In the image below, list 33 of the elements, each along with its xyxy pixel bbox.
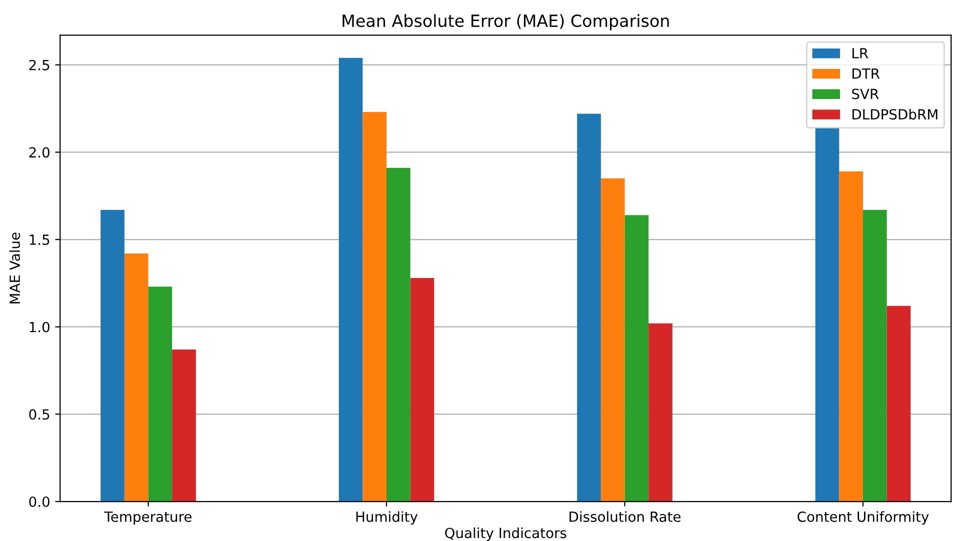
bar <box>839 171 863 502</box>
chart-title: Mean Absolute Error (MAE) Comparison <box>342 14 669 30</box>
y-tick-label: 2.0 <box>29 147 50 158</box>
y-tick-label: 1.0 <box>30 322 50 332</box>
x-tick-label: Humidity <box>356 511 418 525</box>
bar <box>886 306 911 502</box>
bar <box>600 178 625 502</box>
y-tick-label: 1.5 <box>30 234 50 245</box>
bar <box>386 168 410 502</box>
bar <box>862 210 887 502</box>
y-tick-label: 0.0 <box>29 496 50 507</box>
y-tick-label: 0.5 <box>29 409 50 420</box>
legend-label: DTR <box>852 68 880 79</box>
bar <box>338 58 363 502</box>
x-tick-label: Temperature <box>104 512 192 525</box>
bar <box>410 278 434 502</box>
y-axis-title: MAE Value <box>9 232 20 304</box>
bar <box>172 350 196 502</box>
bar <box>124 253 148 502</box>
bar <box>148 286 172 502</box>
x-axis-title: Quality Indicators <box>445 527 566 541</box>
legend-label: DLDPSDbRM <box>852 108 938 120</box>
bar <box>362 112 386 502</box>
legend-label: LR <box>852 48 868 58</box>
bar <box>577 114 601 502</box>
legend-label: SVR <box>852 88 879 100</box>
bar <box>815 128 840 502</box>
y-tick-label: 2.5 <box>29 60 50 70</box>
bar <box>100 210 124 502</box>
bar <box>648 323 672 502</box>
x-tick-label: Content Uniformity <box>798 511 929 525</box>
x-tick-label: Dissolution Rate <box>570 511 681 522</box>
bar <box>624 215 649 502</box>
